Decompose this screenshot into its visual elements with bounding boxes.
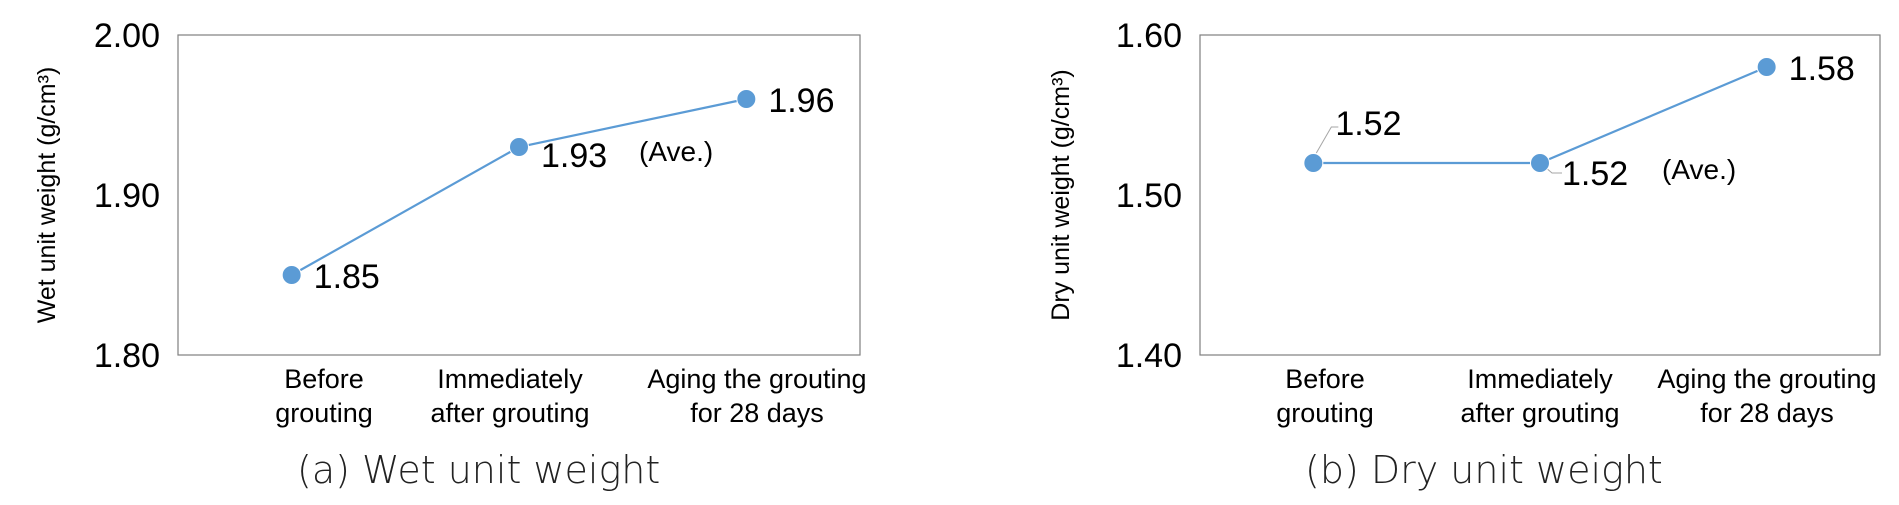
y-tick-label: 1.80 xyxy=(94,337,160,375)
x-tick-label-line: for 28 days xyxy=(1700,398,1834,428)
chart-caption: (a) Wet unit weight xyxy=(297,448,661,492)
chart-wet-unit-weight: 1.80 1.90 2.00 Wet unit weight (g/cm³) Befor… xyxy=(33,17,867,492)
x-tick-label: Before grouting xyxy=(1276,364,1374,428)
data-label-annotation: (Ave.) xyxy=(639,136,713,167)
chart-wet-unit-weight-plot: 1.80 1.90 2.00 Wet unit weight (g/cm³) Befor… xyxy=(33,17,867,428)
data-label-annotation: (Ave.) xyxy=(1662,154,1736,185)
x-tick-label: Aging the grouting for 28 days xyxy=(1657,364,1876,428)
x-tick-label: Aging the grouting for 28 days xyxy=(647,364,866,428)
x-tick-label: Immediately after grouting xyxy=(1460,364,1619,428)
x-tick-label: Before grouting xyxy=(275,364,373,428)
y-axis-label: Wet unit weight (g/cm³) xyxy=(33,67,61,324)
y-tick-label: 1.90 xyxy=(94,177,160,215)
data-label: 1.52 xyxy=(1335,105,1401,143)
y-tick-label: 1.50 xyxy=(1116,177,1182,215)
x-tick-label-line: after grouting xyxy=(430,398,589,428)
x-tick-label-line: Immediately xyxy=(437,364,583,394)
x-tick-label-line: grouting xyxy=(1276,398,1374,428)
chart-dry-unit-weight: 1.40 1.50 1.60 Dry unit weight (g/cm³) Befor… xyxy=(1010,0,1899,505)
y-tick-label: 1.40 xyxy=(1116,337,1182,375)
y-tick-label: 2.00 xyxy=(94,17,160,55)
data-label-leader xyxy=(1315,126,1339,154)
x-tick-label-line: Before xyxy=(1285,364,1365,394)
chart-dry-unit-weight-plot: 1.40 1.50 1.60 Dry unit weight (g/cm³) Befor… xyxy=(1047,17,1881,428)
x-tick-label-line: Aging the grouting xyxy=(647,364,866,394)
data-label: 1.52 xyxy=(1562,155,1628,193)
series-line xyxy=(291,97,747,276)
data-label: 1.93 xyxy=(541,137,607,175)
data-label: 1.85 xyxy=(314,258,380,296)
x-tick-label-line: Before xyxy=(284,364,364,394)
data-point xyxy=(509,137,529,157)
data-label: 1.96 xyxy=(768,82,834,120)
x-tick-label: Immediately after grouting xyxy=(430,364,589,428)
plot-area xyxy=(1199,34,1881,356)
data-point xyxy=(1303,153,1324,173)
plot-area xyxy=(177,34,861,356)
chart-caption: (b) Dry unit weight xyxy=(1305,448,1663,492)
y-tick-label: 1.60 xyxy=(1116,17,1182,55)
y-axis-label: Dry unit weight (g/cm³) xyxy=(1047,69,1075,320)
data-point xyxy=(736,89,757,109)
data-point xyxy=(1530,153,1550,173)
x-tick-label-line: grouting xyxy=(275,398,373,428)
x-tick-label-line: for 28 days xyxy=(690,398,824,428)
data-point xyxy=(281,265,302,285)
data-label: 1.58 xyxy=(1789,50,1855,88)
x-tick-label-line: Aging the grouting xyxy=(1657,364,1876,394)
x-tick-label-line: after grouting xyxy=(1460,398,1619,428)
data-point xyxy=(1756,57,1777,77)
x-tick-label-line: Immediately xyxy=(1467,364,1613,394)
